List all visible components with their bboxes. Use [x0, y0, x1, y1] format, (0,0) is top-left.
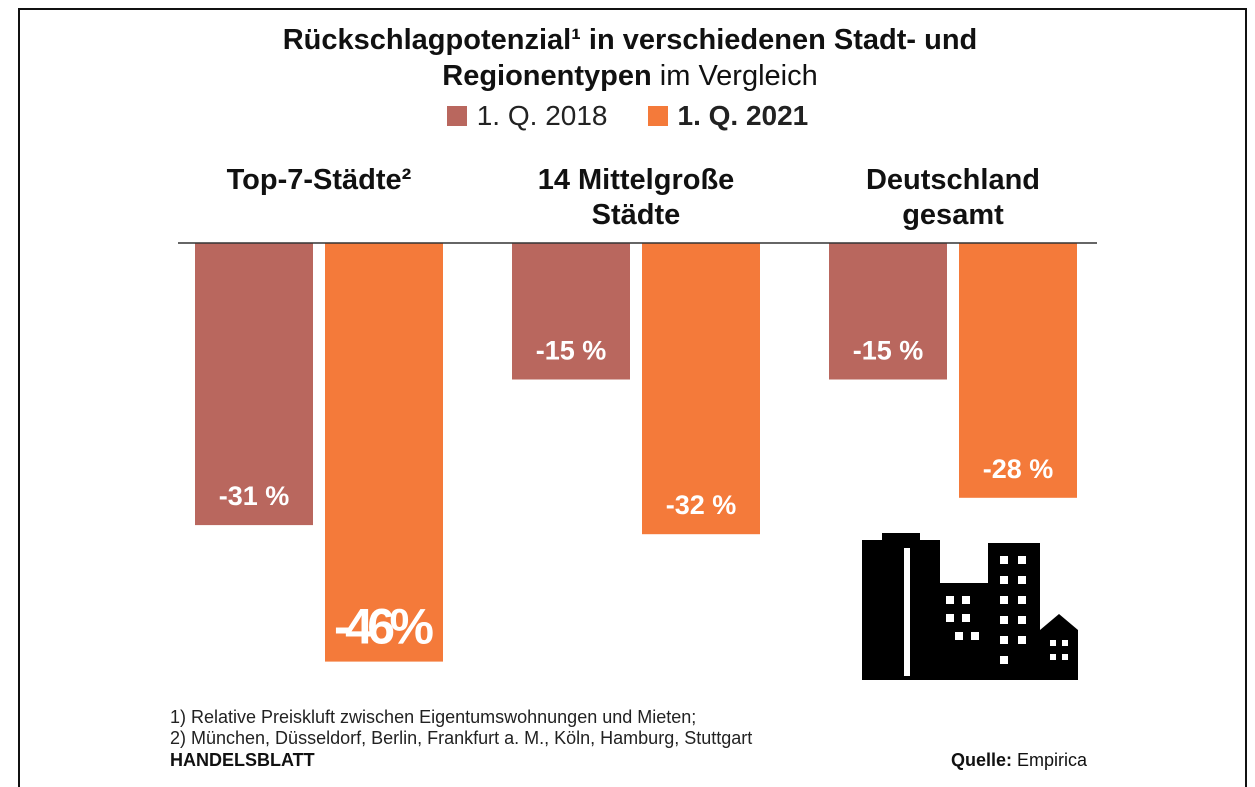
legend-label: 1. Q. 2021: [677, 100, 809, 131]
chart-title: Rückschlagpotenzial¹ in verschiedenen St…: [190, 22, 1070, 94]
category-label: Top-7-Städte²: [226, 164, 412, 196]
footnote: 1) Relative Preiskluft zwischen Eigentum…: [170, 707, 697, 727]
value-label: -46%: [334, 599, 434, 655]
bar: [959, 243, 1077, 498]
publisher: HANDELSBLATT: [170, 750, 315, 770]
frame: [18, 8, 1247, 787]
legend-item: 1. Q. 2018: [446, 100, 608, 131]
bar: [195, 243, 313, 526]
source-name: Empirica: [1016, 750, 1087, 770]
category-label: 14 Mittelgroße Städte: [537, 164, 735, 231]
footnote: 2) München, Düsseldorf, Berlin, Frankfur…: [170, 728, 753, 748]
legend-swatch: [446, 106, 467, 126]
legend-swatch: [647, 106, 668, 126]
source: Quelle: Empirica: [951, 750, 1087, 771]
value-label: -15 %: [853, 336, 924, 366]
bar: [829, 243, 947, 380]
bar: [325, 243, 443, 662]
value-label: -32 %: [666, 490, 737, 520]
building-icon: [862, 533, 1078, 680]
bar: [512, 243, 630, 380]
bar: [642, 243, 760, 535]
legend: 1. Q. 2018 1. Q. 2021: [0, 100, 1255, 132]
footnotes: 1) Relative Preiskluft zwischen Eigentum…: [170, 707, 752, 749]
source-label: Quelle:: [950, 750, 1012, 770]
value-label: -15 %: [536, 336, 607, 366]
value-label: -28 %: [983, 454, 1054, 484]
title-text: Rückschlagpotenzial¹ in verschiedenen St…: [282, 24, 978, 92]
value-label: -31 %: [219, 481, 290, 511]
legend-item: 1. Q. 2021: [647, 100, 809, 131]
subtitle: im Vergleich: [659, 60, 818, 92]
category-label: Deutschland gesamt: [865, 164, 1041, 231]
legend-label: 1. Q. 2018: [476, 100, 608, 131]
